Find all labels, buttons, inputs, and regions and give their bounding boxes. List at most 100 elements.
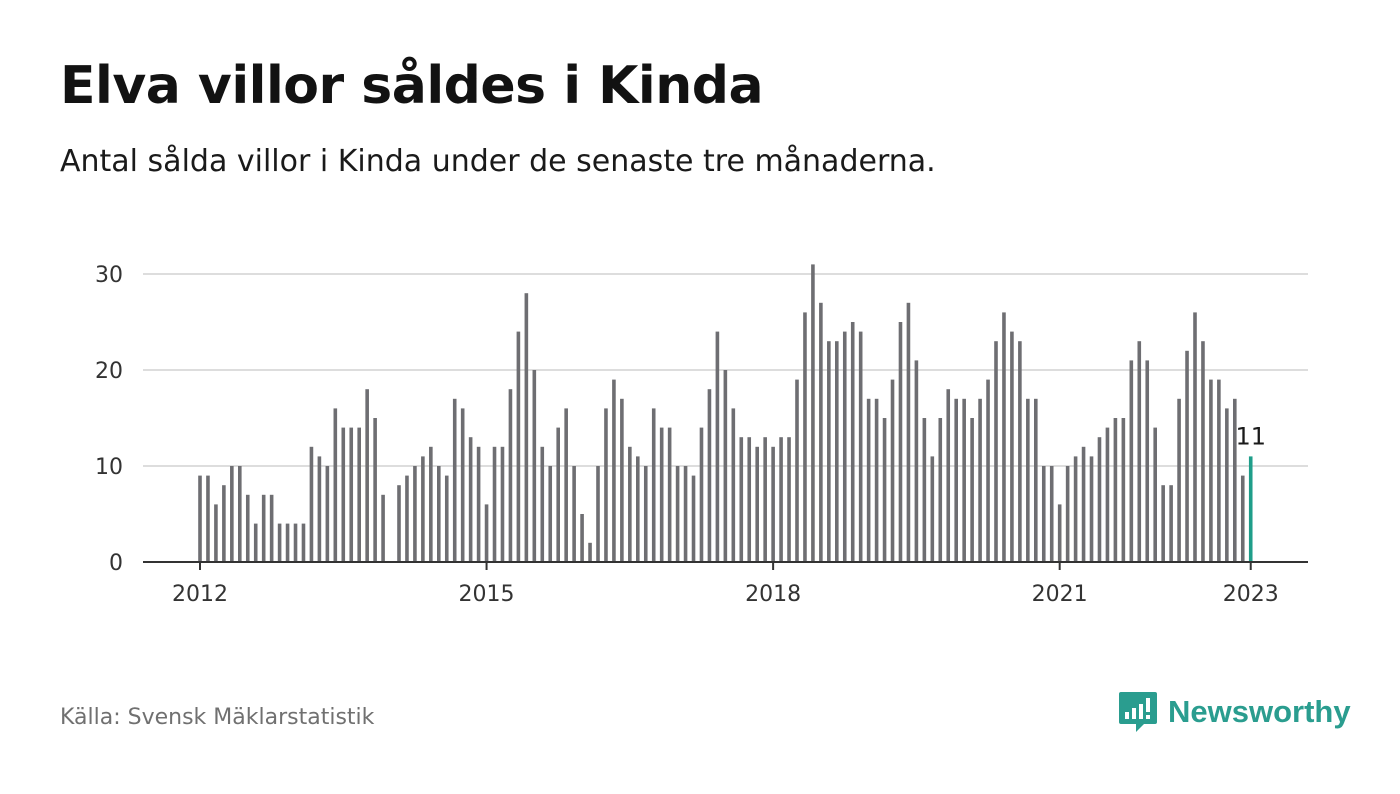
brand-name: Newsworthy — [1168, 694, 1351, 729]
bar — [866, 398, 871, 562]
bar — [1073, 456, 1078, 562]
bar — [397, 485, 401, 562]
bar — [1089, 456, 1094, 562]
bar — [1209, 379, 1213, 562]
bar — [1240, 475, 1245, 562]
bar — [628, 446, 632, 562]
brand-logo: Newsworthy — [1118, 690, 1351, 734]
bar — [301, 523, 306, 562]
bar — [986, 379, 990, 562]
bar — [1018, 341, 1022, 562]
bar — [636, 456, 640, 562]
last-value-label: 11 — [1235, 422, 1266, 450]
bar — [293, 523, 298, 562]
newsworthy-logo-icon — [1119, 692, 1157, 732]
bar — [540, 446, 545, 562]
bar — [1137, 341, 1142, 562]
y-axis-ticks: 0 10 20 30 — [95, 263, 123, 576]
bar — [1113, 418, 1118, 562]
y-tick-label: 0 — [109, 551, 123, 576]
bar — [978, 398, 982, 562]
bar — [1010, 331, 1014, 562]
bar — [1233, 398, 1237, 562]
bar — [890, 379, 895, 562]
bar — [779, 437, 783, 562]
bar — [771, 446, 775, 562]
bar — [667, 427, 672, 562]
bar — [898, 322, 903, 562]
bar — [1026, 398, 1030, 562]
bar — [850, 322, 855, 562]
bar — [994, 341, 998, 562]
bar — [954, 398, 958, 562]
bar — [795, 379, 799, 562]
bar — [922, 418, 927, 562]
bar — [1161, 485, 1165, 562]
bar — [588, 542, 592, 562]
bar — [763, 437, 767, 562]
bar — [731, 408, 736, 562]
bar — [914, 360, 919, 562]
bar — [460, 408, 465, 562]
y-tick-label: 10 — [95, 455, 123, 480]
bar — [1169, 485, 1173, 562]
bar — [906, 302, 911, 562]
bar — [253, 523, 258, 562]
bar — [938, 418, 943, 562]
x-tick-label: 2023 — [1223, 582, 1279, 607]
bar — [1041, 466, 1046, 562]
bar — [755, 446, 759, 562]
bar — [675, 466, 680, 562]
bar — [214, 504, 218, 562]
bar — [500, 446, 505, 562]
bar — [261, 494, 266, 562]
bar — [468, 437, 473, 562]
bar — [747, 437, 752, 562]
bar — [699, 427, 704, 562]
bar — [564, 408, 568, 562]
bar — [1185, 350, 1189, 562]
x-tick-label: 2015 — [459, 582, 515, 607]
bar — [596, 466, 600, 562]
bar — [245, 494, 250, 562]
bar — [803, 312, 807, 562]
bar — [707, 389, 712, 562]
bar — [1081, 446, 1086, 562]
bar — [659, 427, 664, 562]
bar — [811, 264, 815, 562]
bar — [572, 466, 576, 562]
bar — [1034, 398, 1038, 562]
bar — [484, 504, 489, 562]
y-tick-label: 20 — [95, 359, 123, 384]
bar — [691, 475, 696, 562]
bar — [516, 331, 521, 562]
bar — [946, 389, 951, 562]
bar — [238, 466, 242, 562]
bar — [277, 523, 282, 562]
bar — [1105, 427, 1110, 562]
bar — [827, 341, 831, 562]
bar — [285, 523, 290, 562]
bar — [333, 408, 338, 562]
bar — [1201, 341, 1205, 562]
bar — [1193, 312, 1197, 562]
bar — [604, 408, 608, 562]
bar — [715, 331, 720, 562]
bar — [230, 466, 234, 562]
bar — [556, 427, 560, 562]
bar — [421, 456, 425, 562]
bar — [1002, 312, 1006, 562]
bar — [739, 437, 744, 562]
bar — [405, 475, 409, 562]
bar — [381, 494, 385, 562]
y-tick-label: 30 — [95, 263, 123, 288]
bar — [723, 370, 728, 562]
bar — [835, 341, 839, 562]
x-tick-label: 2021 — [1032, 582, 1088, 607]
bar — [1129, 360, 1134, 562]
chart-title: Elva villor såldes i Kinda — [60, 56, 764, 116]
bar — [683, 466, 688, 562]
bar — [1225, 408, 1229, 562]
bar — [858, 331, 863, 562]
x-tick-label: 2018 — [745, 582, 801, 607]
